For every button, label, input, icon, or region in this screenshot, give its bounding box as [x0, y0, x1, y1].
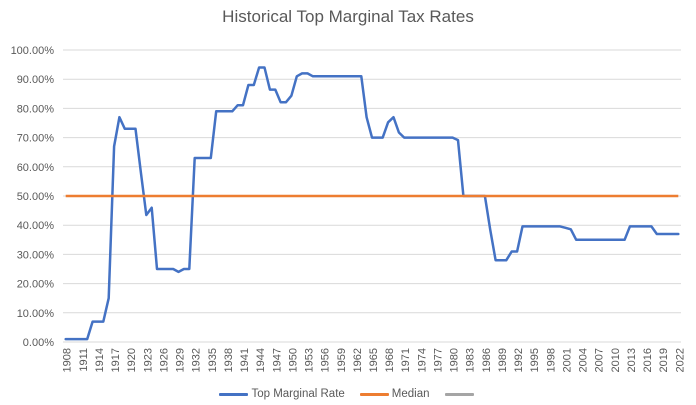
x-axis-label: 1950: [287, 348, 299, 372]
x-axis-label: 2016: [642, 348, 654, 372]
y-axis-label: 60.00%: [17, 162, 55, 174]
chart-title: Historical Top Marginal Tax Rates: [222, 7, 474, 26]
x-axis-label: 1962: [352, 348, 364, 372]
x-axis-label: 1926: [158, 348, 170, 372]
x-axis-label: 1944: [255, 348, 267, 372]
x-axis-label: 1956: [320, 348, 332, 372]
x-axis-label: 1998: [545, 348, 557, 372]
x-axis-label: 1965: [368, 348, 380, 372]
x-axis-label: 1974: [416, 348, 428, 372]
y-axis-label: 40.00%: [17, 220, 55, 232]
y-axis-label: 70.00%: [17, 133, 55, 145]
x-axis-label: 2019: [658, 348, 670, 372]
y-axis-label: 10.00%: [17, 308, 55, 320]
legend: Top Marginal Rate Median: [0, 388, 696, 400]
x-axis-label: 2004: [578, 348, 590, 372]
y-axis-label: 20.00%: [17, 279, 55, 291]
x-axis-label: 1992: [513, 348, 525, 372]
x-axis-label: 1911: [78, 348, 90, 372]
x-axis-label: 1953: [304, 348, 316, 372]
x-axis-label: 1908: [62, 348, 74, 372]
x-axis-label: 1995: [529, 348, 541, 372]
legend-label: Top Marginal Rate: [251, 388, 345, 400]
x-axis-label: 1917: [110, 348, 122, 372]
legend-line-swatch: [219, 392, 249, 396]
legend-item-median: Median: [359, 388, 430, 400]
x-axis-label: 2013: [626, 348, 638, 372]
y-axis-label: 30.00%: [17, 249, 55, 261]
y-axis-label: 90.00%: [17, 74, 55, 86]
legend-line-swatch: [359, 392, 389, 396]
x-axis-label: 1935: [207, 348, 219, 372]
x-axis-label: 1914: [94, 348, 106, 372]
legend-item-top-marginal-rate: Top Marginal Rate: [219, 388, 345, 400]
x-axis-label: 1932: [191, 348, 203, 372]
x-axis-label: 2022: [674, 348, 686, 372]
y-axis-label: 0.00%: [23, 337, 54, 349]
x-axis-label: 1968: [384, 348, 396, 372]
x-axis-label: 1938: [223, 348, 235, 372]
legend-label: Median: [391, 388, 430, 400]
x-axis-label: 2001: [561, 348, 573, 372]
y-axis-label: 80.00%: [17, 103, 55, 115]
x-axis-label: 1959: [336, 348, 348, 372]
x-axis-label: 1947: [271, 348, 283, 372]
x-axis-label: 1920: [126, 348, 138, 372]
x-axis-label: 1983: [465, 348, 477, 372]
x-axis-label: 1971: [400, 348, 412, 372]
x-axis-label: 1923: [142, 348, 154, 372]
y-axis-label: 100.00%: [11, 45, 55, 57]
legend-line-swatch: [444, 392, 474, 396]
y-axis-label: 50.00%: [17, 191, 55, 203]
x-axis-label: 1929: [175, 348, 187, 372]
x-axis-label: 1989: [497, 348, 509, 372]
x-axis-label: 1941: [239, 348, 251, 372]
x-axis-label: 1980: [449, 348, 461, 372]
x-axis-label: 1986: [481, 348, 493, 372]
series-line-top-marginal-rate: [64, 66, 680, 341]
x-axis-label: 2007: [594, 348, 606, 372]
x-axis-label: 1977: [432, 348, 444, 372]
legend-item-unnamed: [444, 392, 477, 396]
x-axis-label: 2010: [610, 348, 622, 372]
